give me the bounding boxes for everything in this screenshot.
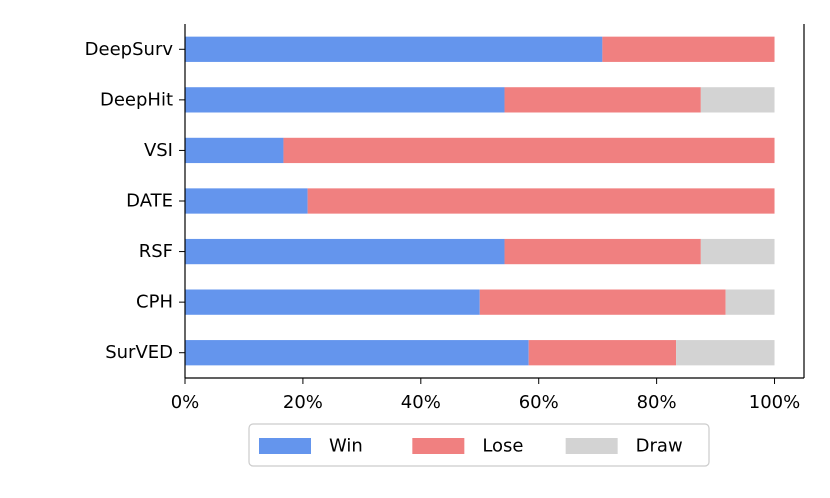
- x-tick-label: 80%: [637, 392, 677, 413]
- bar-draw-rsf: [700, 238, 775, 265]
- bar-win-vsi: [185, 137, 284, 164]
- bar-lose-rsf: [504, 238, 701, 265]
- legend-label-lose: Lose: [482, 436, 523, 457]
- legend: Win Lose Draw: [248, 423, 710, 467]
- bar-win-deephit: [185, 87, 505, 113]
- x-tick-label: 0%: [171, 392, 200, 413]
- x-tick-label: 60%: [519, 392, 559, 413]
- bar-lose-deepsurv: [602, 36, 775, 62]
- bar-draw-deephit: [700, 87, 775, 113]
- bar-lose-surved: [528, 340, 677, 366]
- bar-lose-deephit: [504, 87, 701, 113]
- bar-lose-date: [307, 188, 775, 214]
- bar-win-rsf: [185, 238, 505, 265]
- y-tick-label: SurVED: [105, 342, 173, 363]
- bar-draw-surved: [676, 340, 775, 366]
- bar-win-date: [185, 188, 308, 214]
- y-tick-label: DeepHit: [100, 89, 173, 110]
- y-tick-label: DeepSurv: [85, 39, 174, 60]
- legend-swatch-draw: [565, 438, 618, 454]
- bars-group: [185, 36, 775, 366]
- legend-swatch-win: [259, 438, 311, 454]
- y-tick-label: VSI: [144, 140, 173, 161]
- bar-lose-vsi: [283, 137, 775, 164]
- bar-win-deepsurv: [185, 36, 603, 62]
- bar-lose-cph: [479, 289, 726, 315]
- legend-label-draw: Draw: [636, 436, 683, 457]
- y-tick-label: DATE: [126, 191, 173, 212]
- x-tick-label: 40%: [401, 392, 441, 413]
- bar-win-surved: [185, 340, 529, 366]
- axes-group: DeepSurv DeepHit VSI DATE RSF CPH SurVED 0% 20% 4…: [85, 24, 805, 413]
- legend-label-win: Win: [329, 436, 363, 457]
- bar-win-cph: [185, 289, 480, 315]
- x-tick-label: 20%: [283, 392, 323, 413]
- y-tick-label: RSF: [139, 241, 173, 262]
- legend-box: [248, 423, 710, 467]
- bar-draw-cph: [725, 289, 775, 315]
- x-tick-label: 100%: [749, 392, 800, 413]
- y-tick-label: CPH: [136, 292, 173, 313]
- legend-swatch-lose: [412, 438, 465, 454]
